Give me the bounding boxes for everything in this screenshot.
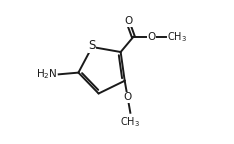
Text: O: O — [148, 32, 156, 42]
Text: O: O — [124, 92, 132, 103]
Text: H$_2$N: H$_2$N — [37, 67, 58, 81]
Text: S: S — [88, 39, 96, 52]
Text: O: O — [124, 16, 133, 26]
Text: CH$_3$: CH$_3$ — [167, 30, 186, 44]
Text: CH$_3$: CH$_3$ — [120, 115, 140, 129]
